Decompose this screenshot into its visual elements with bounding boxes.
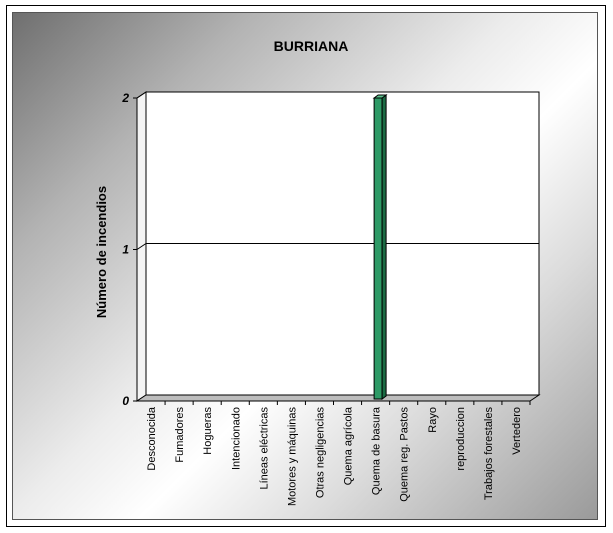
x-tick-label: reproduccion — [455, 407, 467, 471]
gridline-side — [136, 243, 147, 250]
y-tick-label: 0 — [122, 394, 129, 408]
x-tick-label: Hogueras — [202, 407, 214, 455]
x-tick-label: Trabajos forestales — [483, 407, 495, 501]
x-tick-label: Fumadores — [174, 407, 186, 463]
bar — [373, 97, 383, 400]
x-tick-label: Desconocida — [146, 406, 158, 470]
x-tick-label: Intencionado — [230, 407, 242, 470]
chart-title: BURRIANA — [274, 38, 349, 54]
x-tick-label: Vertedero — [511, 407, 523, 455]
y-axis-title: Número de incendios — [94, 186, 109, 318]
plot-area: 0 1 2 Desconocida Fumadores Hogueras Intencion… — [121, 91, 541, 507]
bar-top — [372, 94, 388, 99]
x-tick-label: Quema reg. Pastos — [399, 407, 411, 502]
plot-floor — [135, 394, 541, 402]
x-tick-label: Quema de basura — [371, 406, 383, 495]
x-tick-label: Motores y máquinas — [286, 407, 298, 507]
gridline-side — [136, 91, 147, 99]
y-tick-label: 2 — [121, 91, 129, 105]
x-tick-label: Quema agrícola — [343, 406, 355, 485]
x-tick-label: Líneas eléctricas — [258, 407, 270, 490]
bar-side — [381, 94, 387, 400]
x-tick-label: Otras negligencias — [314, 407, 326, 499]
x-tick-label: Rayo — [427, 407, 439, 433]
y-tick-label: 1 — [122, 243, 129, 257]
